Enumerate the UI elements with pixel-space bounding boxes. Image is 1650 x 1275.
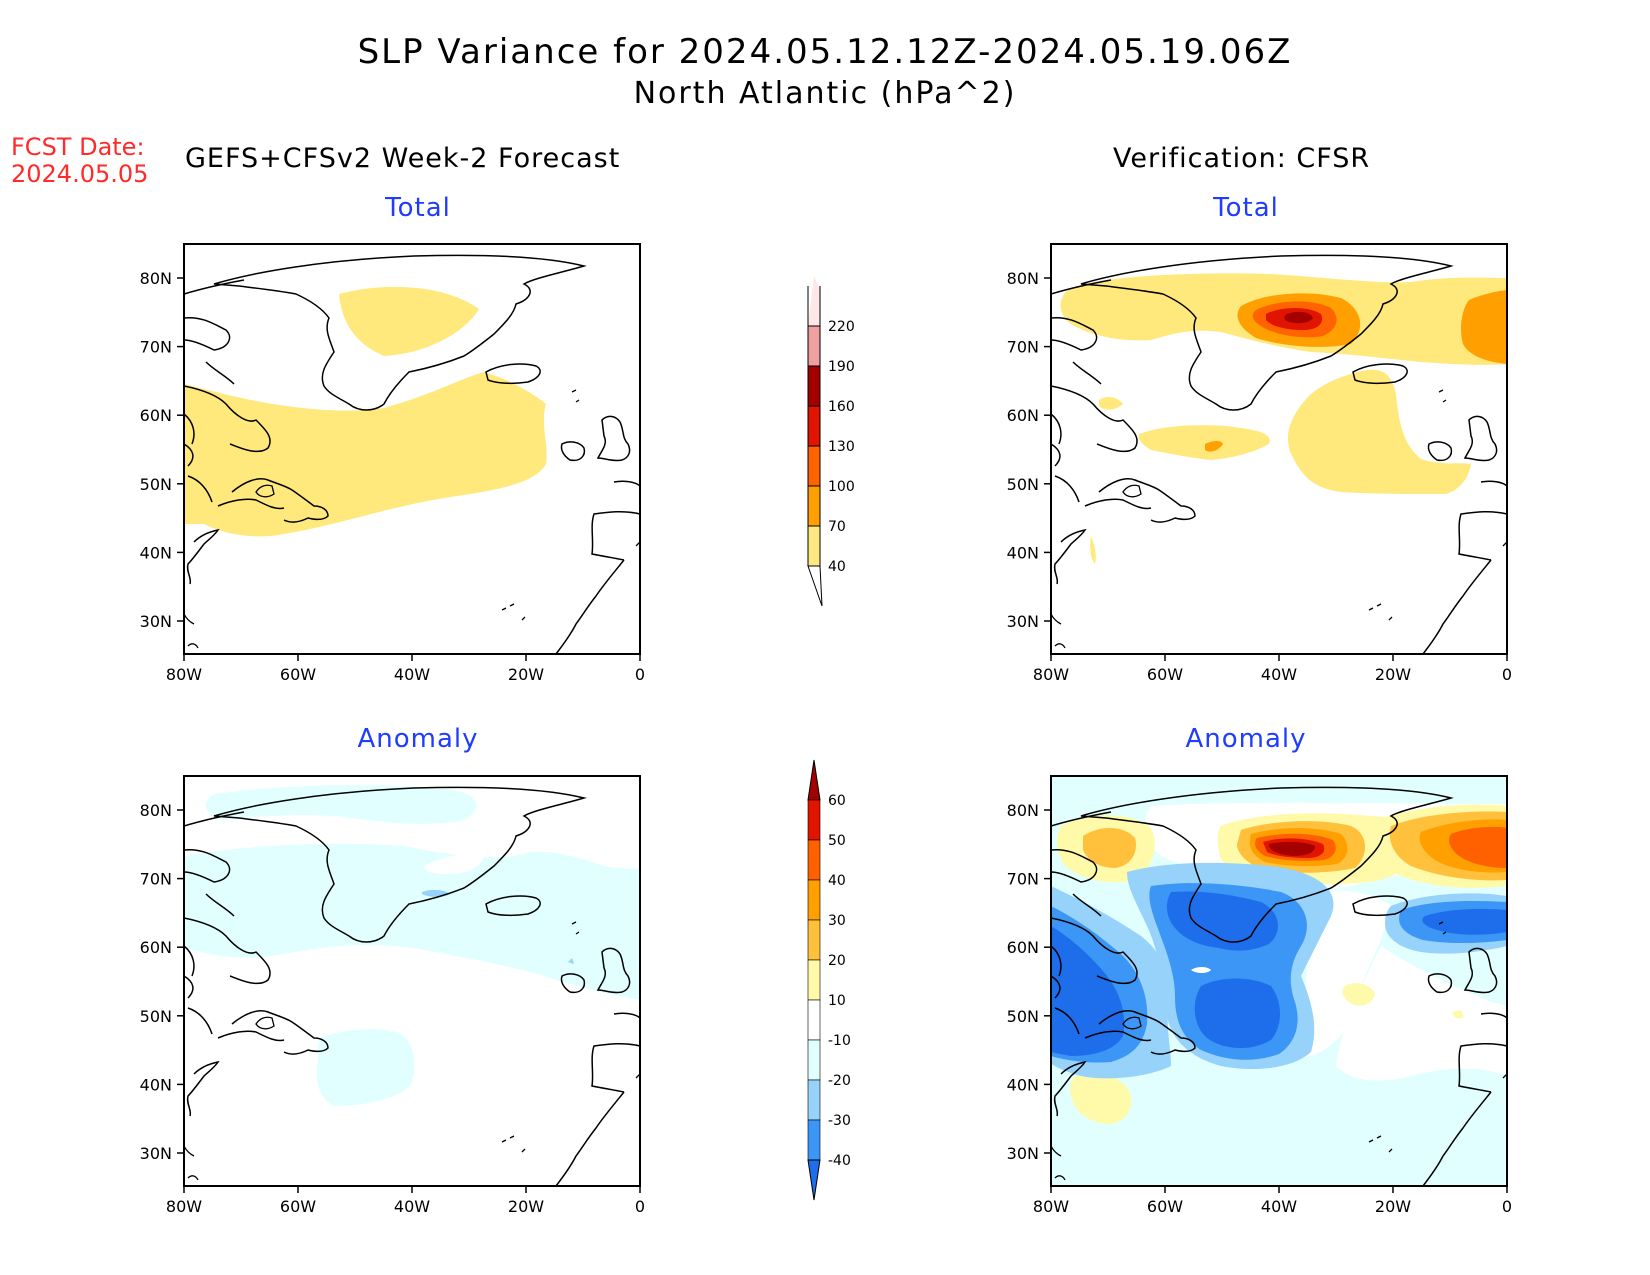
colorbar-anomaly-label: 30 <box>828 913 846 929</box>
lon-tick-label: 20W <box>508 665 544 684</box>
colorbar-total-swatch <box>808 526 820 566</box>
lon-tick-label: 20W <box>1375 1197 1411 1216</box>
colorbar-anomaly-swatch <box>807 879 821 921</box>
lon-tick-label: 80W <box>1033 1197 1069 1216</box>
colorbar-anomaly-low-extension <box>807 1159 821 1201</box>
lat-tick-label: 30N <box>1007 1144 1039 1163</box>
lat-tick-label: 80N <box>1007 269 1039 288</box>
colorbar-total-swatch <box>808 276 820 326</box>
map-verification-anomaly: 80N 70N 60N 50N 40N 30N 80W 60W 40W 20W 0 <box>1007 775 1512 1216</box>
lat-tick-label: 60N <box>1007 938 1039 957</box>
lon-tick-label: 80W <box>1033 665 1069 684</box>
colorbar-anomaly-swatch <box>807 799 821 841</box>
colorbar-total-label: 190 <box>828 359 855 375</box>
lon-tick-label: 0 <box>1502 1197 1512 1216</box>
colorbar-total-swatch <box>808 366 820 406</box>
lon-tick-label: 0 <box>1502 665 1512 684</box>
lon-tick-label: 60W <box>280 1197 316 1216</box>
colorbar-anomaly-swatch <box>807 1039 821 1081</box>
fcst-date-label: FCST Date: <box>11 133 145 161</box>
main-title: SLP Variance for 2024.05.12.12Z-2024.05.… <box>357 32 1293 72</box>
colorbar-anomaly: -40 -30 -20 -10 10 20 30 40 50 60 <box>807 759 851 1201</box>
lon-tick-label: 40W <box>1261 1197 1297 1216</box>
forecast-header: GEFS+CFSv2 Week-2 Forecast <box>185 143 621 174</box>
lat-tick-label: 50N <box>1007 475 1039 494</box>
colorbar-total-swatch <box>808 446 820 486</box>
panel-title-verification-anomaly: Anomaly <box>1185 724 1307 754</box>
lat-tick-label: 30N <box>140 612 172 631</box>
lon-tick-label: 40W <box>394 665 430 684</box>
colorbar-anomaly-swatch <box>807 1079 821 1121</box>
lat-tick-label: 80N <box>1007 801 1039 820</box>
colorbar-total-frame <box>807 286 821 566</box>
lat-tick-label: 40N <box>1007 543 1039 562</box>
map-forecast-total: 80N 70N 60N 50N 40N 30N 80W 60W 40W 20W 0 <box>140 243 645 684</box>
map-verification-total: 80N 70N 60N 50N 40N 30N 80W 60W 40W 20W 0 <box>1007 243 1512 684</box>
colorbar-total-swatch <box>808 326 820 366</box>
lat-tick-label: 50N <box>140 1007 172 1026</box>
fcst-date-value: 2024.05.05 <box>11 160 149 188</box>
lat-tick-label: 60N <box>140 406 172 425</box>
panel-title-verification-total: Total <box>1213 193 1279 223</box>
lat-tick-label: 40N <box>140 543 172 562</box>
colorbar-total-label: 130 <box>828 439 855 455</box>
colorbar-anomaly-label: -20 <box>828 1073 851 1089</box>
colorbar-total-low-extension <box>807 565 823 607</box>
lat-tick-label: 60N <box>140 938 172 957</box>
lat-tick-label: 70N <box>1007 338 1039 357</box>
colorbar-anomaly-label: 40 <box>828 873 846 889</box>
lat-tick-label: 70N <box>1007 870 1039 889</box>
colorbar-anomaly-label: 10 <box>828 993 846 1009</box>
panel-title-forecast-anomaly: Anomaly <box>357 724 479 754</box>
lon-tick-label: 0 <box>635 1197 645 1216</box>
lon-tick-label: 40W <box>1261 665 1297 684</box>
main-subtitle: North Atlantic (hPa^2) <box>633 76 1017 111</box>
colorbar-total-label: 100 <box>828 479 855 495</box>
colorbar-anomaly-label: 60 <box>828 793 846 809</box>
colorbar-anomaly-label: 50 <box>828 833 846 849</box>
lat-tick-label: 60N <box>1007 406 1039 425</box>
colorbar-anomaly-high-extension <box>807 759 821 801</box>
colorbar-total-label: 220 <box>828 319 855 335</box>
lon-tick-label: 20W <box>508 1197 544 1216</box>
lat-tick-label: 50N <box>1007 1007 1039 1026</box>
colorbar-anomaly-label: 20 <box>828 953 846 969</box>
lon-tick-label: 60W <box>280 665 316 684</box>
lat-tick-label: 30N <box>140 1144 172 1163</box>
colorbar-total-label: 160 <box>828 399 855 415</box>
lat-tick-label: 70N <box>140 338 172 357</box>
colorbar-anomaly-swatch <box>807 1119 821 1161</box>
colorbar-anomaly-label: -30 <box>828 1113 851 1129</box>
lat-tick-label: 40N <box>140 1075 172 1094</box>
colorbar-total: 40 70 100 130 160 190 220 <box>807 276 855 607</box>
colorbar-total-swatch <box>808 486 820 526</box>
colorbar-total-label: 40 <box>828 559 846 575</box>
lat-tick-label: 70N <box>140 870 172 889</box>
lon-tick-label: 20W <box>1375 665 1411 684</box>
lat-tick-label: 50N <box>140 475 172 494</box>
colorbar-anomaly-swatch <box>807 839 821 881</box>
lon-tick-label: 60W <box>1147 665 1183 684</box>
verification-header: Verification: CFSR <box>1113 143 1371 174</box>
lat-tick-label: 80N <box>140 801 172 820</box>
lat-tick-label: 80N <box>140 269 172 288</box>
colorbar-anomaly-swatch <box>807 999 821 1041</box>
lon-tick-label: 0 <box>635 665 645 684</box>
panel-title-forecast-total: Total <box>385 193 451 223</box>
lat-tick-label: 40N <box>1007 1075 1039 1094</box>
colorbar-anomaly-swatch <box>807 959 821 1001</box>
colorbar-anomaly-label: -10 <box>828 1033 851 1049</box>
colorbar-total-label: 70 <box>828 519 846 535</box>
lon-tick-label: 40W <box>394 1197 430 1216</box>
lat-tick-label: 30N <box>1007 612 1039 631</box>
lon-tick-label: 60W <box>1147 1197 1183 1216</box>
lon-tick-label: 80W <box>166 665 202 684</box>
colorbar-anomaly-label: -40 <box>828 1153 851 1169</box>
colorbar-anomaly-swatch <box>807 919 821 961</box>
colorbar-total-swatch <box>808 406 820 446</box>
map-forecast-anomaly: 80N 70N 60N 50N 40N 30N 80W 60W 40W 20W 0 <box>140 775 645 1216</box>
lon-tick-label: 80W <box>166 1197 202 1216</box>
